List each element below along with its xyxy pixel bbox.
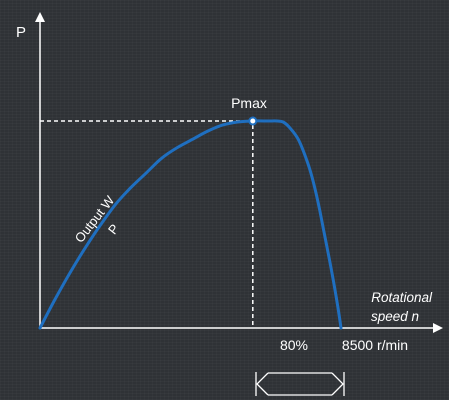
guide-lines xyxy=(40,120,254,328)
output-curve xyxy=(38,119,343,330)
tick-label-80-percent: 80% xyxy=(280,337,308,353)
y-axis-label: P xyxy=(16,24,26,41)
curve-label-line2: P xyxy=(105,221,122,237)
tick-label-8500-rpm: 8500 r/min xyxy=(342,337,408,353)
curve-label-line1: Output W xyxy=(72,192,118,245)
peak-point xyxy=(248,116,258,126)
x-axis-label-line1: Rotational xyxy=(371,290,433,305)
peak-label: Pmax xyxy=(231,95,267,111)
range-bracket-icon xyxy=(255,372,345,396)
x-axis-label-line2: speed n xyxy=(371,309,419,324)
